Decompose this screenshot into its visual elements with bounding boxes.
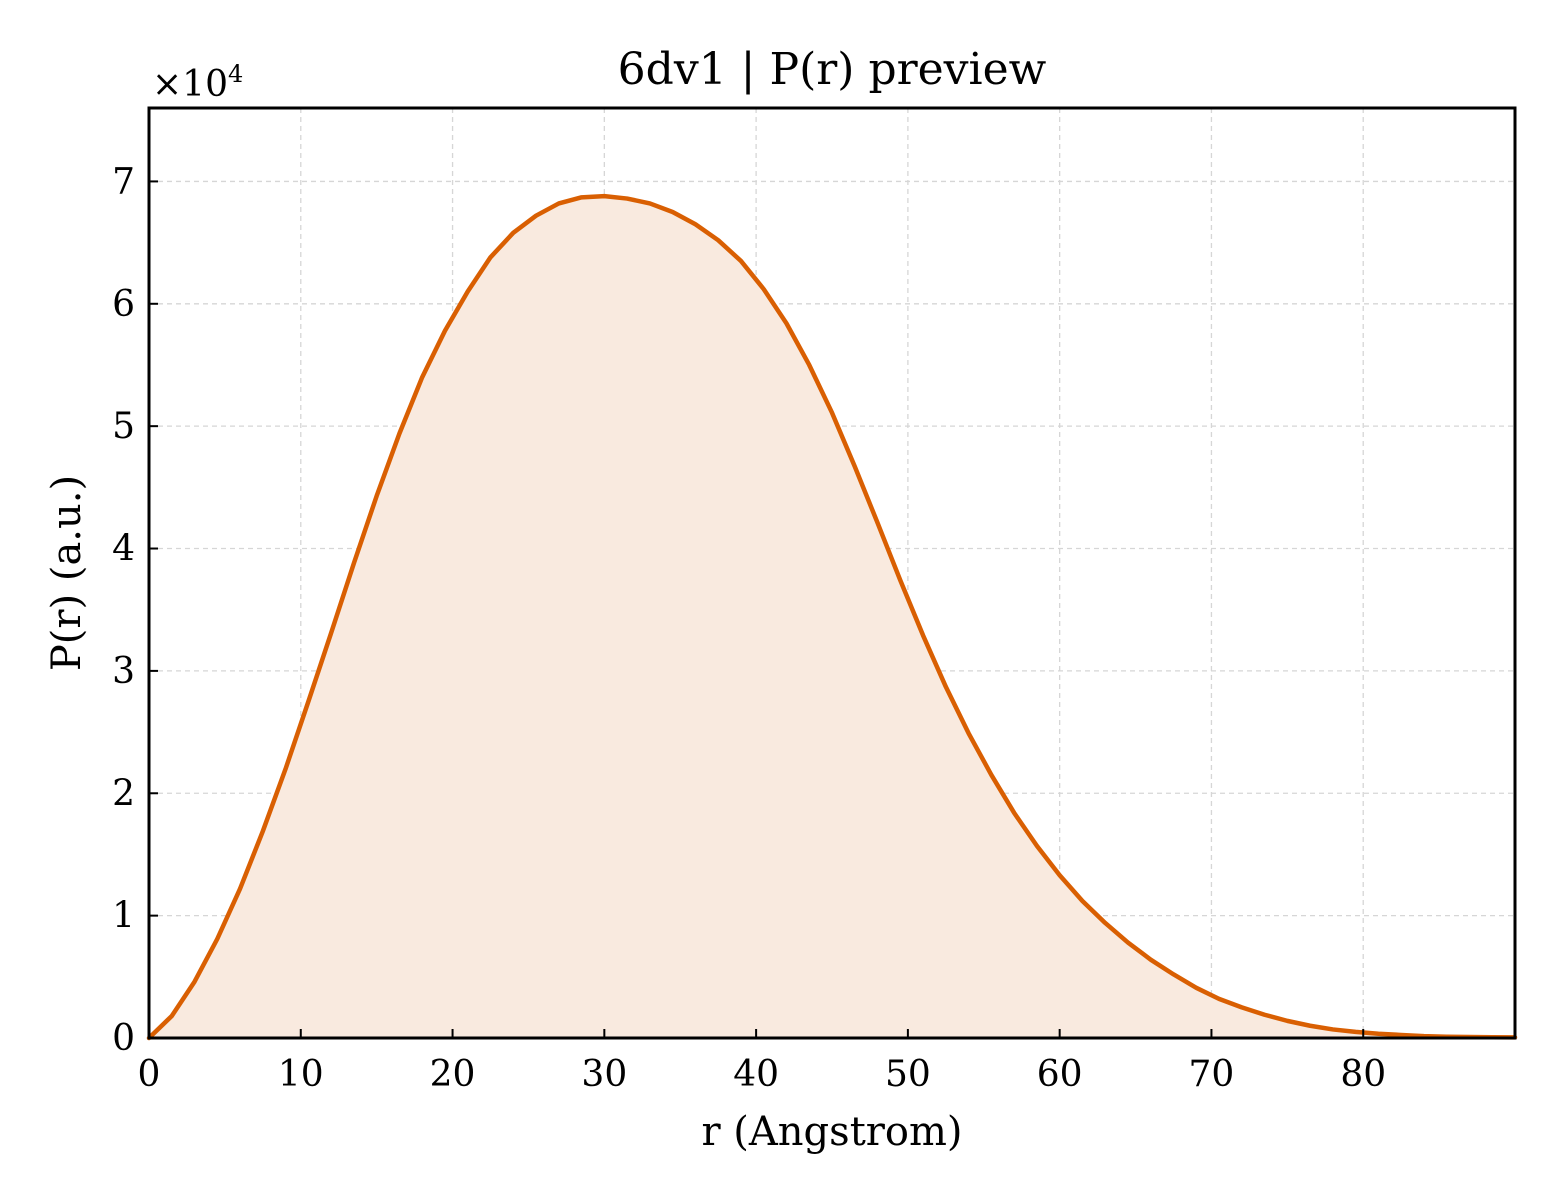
x-tick-label: 40 [733,1054,779,1095]
x-tick-label: 30 [581,1054,627,1095]
x-axis-label: r (Angstrom) [701,1109,962,1155]
x-axis-ticks: 0 10 20 30 40 50 60 70 80 [138,1029,1386,1095]
x-tick-label: 80 [1340,1054,1386,1095]
y-axis-ticks: 0 1 2 3 4 5 6 7 [112,161,158,1059]
x-tick-label: 50 [885,1054,931,1095]
chart-title: 6dv1 | P(r) preview [618,44,1047,95]
y-tick-label: 4 [112,529,135,570]
y-tick-label: 2 [112,773,135,814]
multiplier-base: ×10 [152,64,228,105]
x-tick-label: 20 [430,1054,476,1095]
y-tick-label: 7 [112,161,135,202]
x-tick-label: 70 [1189,1054,1235,1095]
x-tick-label: 10 [278,1054,324,1095]
y-tick-label: 5 [112,406,135,447]
y-axis-multiplier: ×104 [152,60,243,105]
y-tick-label: 0 [112,1018,135,1059]
plot-frame [147,106,1517,1040]
pr-area-fill [149,196,1515,1039]
x-tick-label: 0 [138,1054,161,1095]
pr-curve-line [146,193,1518,1041]
y-tick-label: 3 [112,651,135,692]
y-axis-label: P(r) (a.u.) [44,475,90,671]
y-tick-label: 1 [112,896,135,937]
x-tick-label: 60 [1037,1054,1083,1095]
y-tick-label: 6 [112,284,135,325]
multiplier-exponent: 4 [228,60,243,88]
